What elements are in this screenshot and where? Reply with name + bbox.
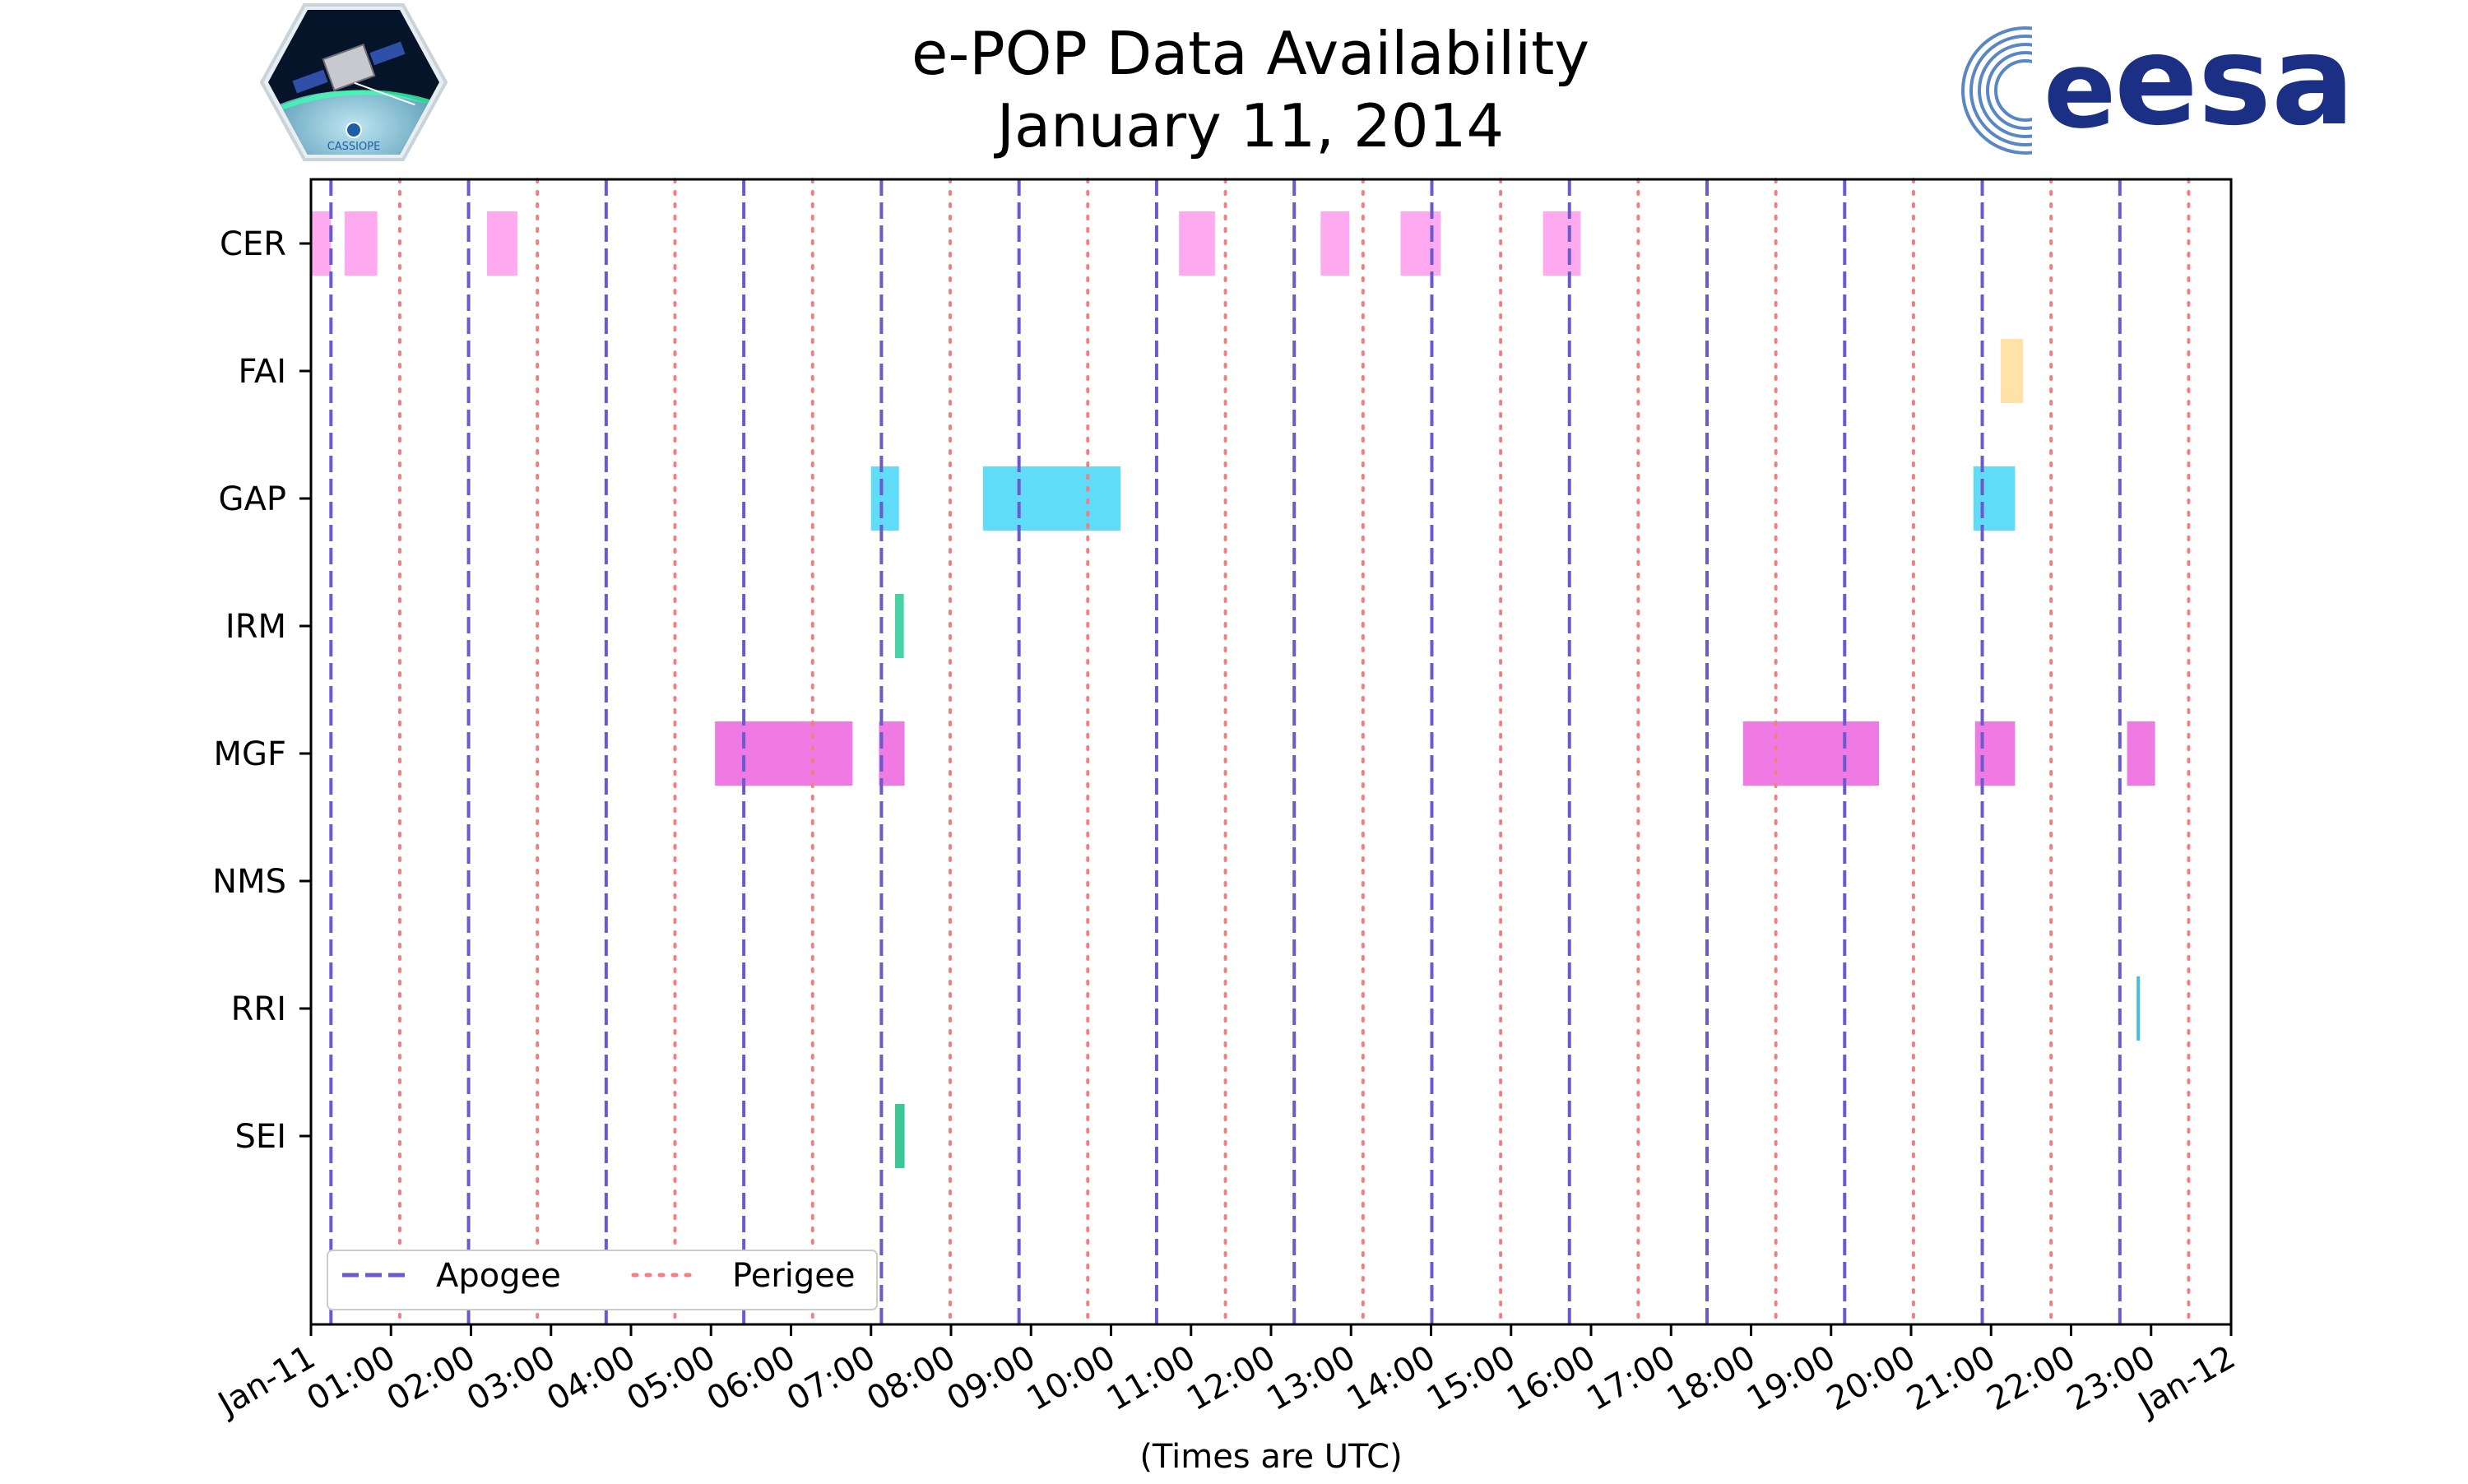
x-tick-label-7: 07:00 xyxy=(781,1338,882,1418)
esa-wordmark: esa xyxy=(2114,10,2354,153)
bar-cer-2 xyxy=(486,211,517,276)
bar-rri-0 xyxy=(2136,976,2141,1041)
x-tick-label-14: 14:00 xyxy=(1341,1338,1442,1418)
legend-apogee-label: Apogee xyxy=(436,1257,561,1295)
cassiope-caption: CASSIOPE xyxy=(327,141,381,153)
chart-title: e-POP Data Availability xyxy=(912,19,1589,88)
x-tick-label-5: 05:00 xyxy=(620,1338,721,1418)
svg-text:e: e xyxy=(2044,27,2116,152)
x-tick-label-13: 13:00 xyxy=(1260,1338,1362,1418)
x-tick-label-11: 11:00 xyxy=(1101,1338,1202,1418)
x-tick-label-1: 01:00 xyxy=(300,1338,401,1418)
x-tick-label-4: 04:00 xyxy=(540,1338,642,1418)
y-tick-label-irm: IRM xyxy=(225,608,286,646)
bar-cer-6 xyxy=(1542,211,1581,276)
x-tick-label-19: 19:00 xyxy=(1741,1338,1842,1418)
chart-subtitle: January 11, 2014 xyxy=(994,91,1504,160)
legend: Apogee Perigee xyxy=(327,1250,878,1310)
legend-box xyxy=(327,1250,878,1310)
bar-sei-0 xyxy=(894,1104,905,1168)
bar-gap-2 xyxy=(1973,466,2016,531)
bar-irm-0 xyxy=(894,594,904,658)
y-tick-label-mgf: MGF xyxy=(213,735,286,773)
x-tick-label-21: 21:00 xyxy=(1900,1338,2002,1418)
x-tick-label-20: 20:00 xyxy=(1821,1338,1922,1418)
bar-cer-1 xyxy=(344,211,378,276)
x-axis-label: (Times are UTC) xyxy=(1139,1438,1402,1476)
y-tick-label-nms: NMS xyxy=(212,863,286,901)
bar-mgf-1 xyxy=(879,721,905,786)
x-tick-label-22: 22:00 xyxy=(1981,1338,2082,1418)
y-tick-label-sei: SEI xyxy=(235,1118,286,1156)
x-tick-label-12: 12:00 xyxy=(1181,1338,1282,1418)
x-tick-label-2: 02:00 xyxy=(381,1338,482,1418)
x-tick-label-9: 09:00 xyxy=(940,1338,1041,1418)
x-tick-label-15: 15:00 xyxy=(1421,1338,1522,1418)
y-tick-label-rri: RRI xyxy=(231,990,286,1028)
x-tick-label-18: 18:00 xyxy=(1661,1338,1762,1418)
bar-cer-4 xyxy=(1320,211,1350,276)
bar-mgf-2 xyxy=(1742,721,1880,786)
bar-mgf-0 xyxy=(715,721,853,786)
esa-logo: e esa xyxy=(1961,10,2354,156)
orbit-lines xyxy=(329,178,2191,1326)
bar-cer-3 xyxy=(1179,211,1215,276)
x-tick-label-17: 17:00 xyxy=(1580,1338,1682,1418)
plot-area: CER FAI GAP IRM MGF NMS RRI SEI Jan-1101:0002:0… xyxy=(210,178,2242,1425)
x-tick-label-3: 03:00 xyxy=(461,1338,562,1418)
x-tick-label-8: 08:00 xyxy=(861,1338,962,1418)
y-tick-label-cer: CER xyxy=(220,225,286,263)
x-tick-label-6: 06:00 xyxy=(701,1338,802,1418)
bar-cer-5 xyxy=(1400,211,1441,276)
bar-fai-0 xyxy=(2000,339,2024,403)
y-tick-label-gap: GAP xyxy=(219,480,286,518)
y-tick-label-fai: FAI xyxy=(239,353,287,391)
satellite-icon xyxy=(292,41,415,106)
bar-gap-1 xyxy=(982,466,1121,531)
bar-gap-0 xyxy=(870,466,899,531)
legend-perigee-label: Perigee xyxy=(732,1257,855,1295)
bar-cer-0 xyxy=(311,211,332,276)
x-tick-label-16: 16:00 xyxy=(1501,1338,1602,1418)
data-bars xyxy=(311,211,2155,1168)
bar-mgf-4 xyxy=(2127,721,2155,786)
y-axis: CER FAI GAP IRM MGF NMS RRI SEI xyxy=(212,225,311,1156)
plot-frame xyxy=(309,178,2233,1326)
x-tick-label-10: 10:00 xyxy=(1021,1338,1122,1418)
x-axis: Jan-1101:0002:0003:0004:0005:0006:0007:0… xyxy=(210,1324,2242,1425)
x-tick-label-0: Jan-11 xyxy=(210,1338,322,1425)
esa-swirl-icon: e xyxy=(1961,25,2116,156)
bar-mgf-3 xyxy=(1974,721,2016,786)
